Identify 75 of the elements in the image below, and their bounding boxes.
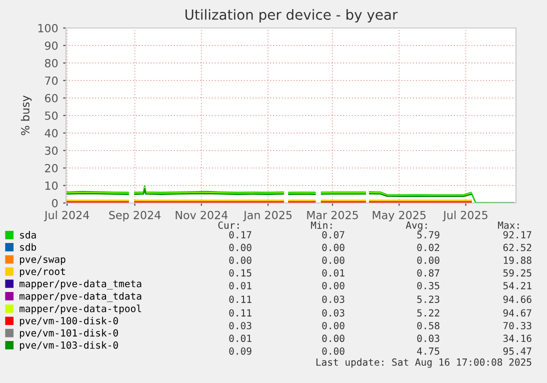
- text: 95.47: [503, 347, 532, 355]
- text: 0.03: [322, 309, 344, 317]
- legend-label: mapper/pve-data-tpool: [20, 304, 142, 314]
- text: 0.00: [322, 322, 344, 330]
- text: 0.01: [229, 334, 252, 342]
- legend-label: mapper/pve-data_tdata: [20, 292, 142, 302]
- text: 5.22: [417, 309, 440, 317]
- y-tick-label: 0: [52, 198, 58, 208]
- text: 0.87: [417, 269, 440, 277]
- text: 0.35: [417, 282, 440, 290]
- y-tick-label: 30: [45, 146, 58, 155]
- text: 0.01: [229, 282, 252, 290]
- y-tick-label: 80: [44, 58, 58, 68]
- y-tick-label: 70: [45, 76, 58, 85]
- x-tick-label: Jul 2025: [442, 210, 488, 222]
- text: 5.79: [417, 231, 440, 238]
- text: 0.09: [229, 347, 252, 355]
- legend-label: pve/root: [20, 268, 65, 278]
- y-tick-label: 20: [45, 164, 58, 172]
- text: 34.16: [503, 334, 532, 342]
- text: 0.00: [322, 334, 344, 342]
- text: 0.03: [322, 296, 344, 303]
- text: Cur:: [218, 221, 239, 229]
- x-tick-label: Mar 2025: [307, 210, 358, 220]
- legend-label: pve/swap: [20, 256, 66, 265]
- x-tick-label: Nov 2024: [176, 210, 228, 220]
- text: 0.15: [229, 269, 252, 277]
- x-tick-label: Sep 2024: [109, 210, 161, 222]
- text: 0.03: [417, 334, 440, 342]
- legend-label: pve/vm-100-disk-0: [20, 316, 118, 326]
- y-tick-label: 90: [44, 41, 58, 50]
- legend-label: pve/vm-103-disk-0: [20, 341, 118, 351]
- text: 0.07: [322, 231, 344, 238]
- legend-label: mapper/pve-data_tmeta: [20, 280, 142, 290]
- text: 0.01: [322, 269, 344, 277]
- text: Last update: Sat Aug 16 17:00:08 2025: [316, 358, 532, 368]
- text: 0.11: [229, 296, 252, 303]
- text: 0.00: [322, 244, 344, 252]
- chart-title: Utilization per device - by year: [186, 9, 398, 23]
- y-tick-label: 50: [45, 111, 58, 120]
- y-axis-title: % busy: [20, 96, 32, 136]
- text: Avg:: [406, 222, 427, 231]
- text: 0.58: [417, 322, 440, 330]
- text: 92.17: [503, 231, 532, 238]
- y-tick-label: 60: [45, 94, 58, 102]
- legend-label: sdb: [20, 243, 36, 251]
- text: 70.33: [503, 322, 532, 330]
- text: 0.00: [229, 256, 252, 264]
- text: 0.17: [229, 231, 252, 238]
- y-tick-label: 10: [45, 181, 58, 190]
- x-tick-label: May 2025: [372, 210, 426, 222]
- text: 0.00: [229, 244, 252, 252]
- text: 59.25: [503, 269, 532, 277]
- text: 0.11: [229, 309, 252, 317]
- text: 0.00: [322, 282, 344, 290]
- text: 0.00: [417, 256, 440, 264]
- legend-label: sda: [20, 231, 36, 239]
- text: 94.67: [503, 309, 532, 317]
- x-tick-label: Jan 2025: [243, 210, 292, 222]
- text: Max:: [498, 222, 519, 229]
- y-tick-label: 40: [44, 128, 58, 138]
- text: 5.23: [417, 296, 440, 303]
- text: 19.88: [504, 256, 532, 264]
- y-tick-label: 100: [38, 24, 58, 32]
- text: 0.00: [322, 256, 344, 264]
- text: 62.52: [503, 244, 532, 252]
- x-tick-label: Jul 2024: [44, 210, 90, 222]
- text: 94.66: [503, 296, 532, 303]
- text: 0.00: [322, 347, 344, 355]
- text: 0.02: [417, 244, 440, 252]
- text: 54.21: [503, 282, 532, 290]
- legend-label: pve/vm-101-disk-0: [20, 329, 118, 338]
- text: 0.03: [229, 322, 252, 330]
- text: Min:: [311, 221, 332, 229]
- text: 4.75: [417, 348, 440, 355]
